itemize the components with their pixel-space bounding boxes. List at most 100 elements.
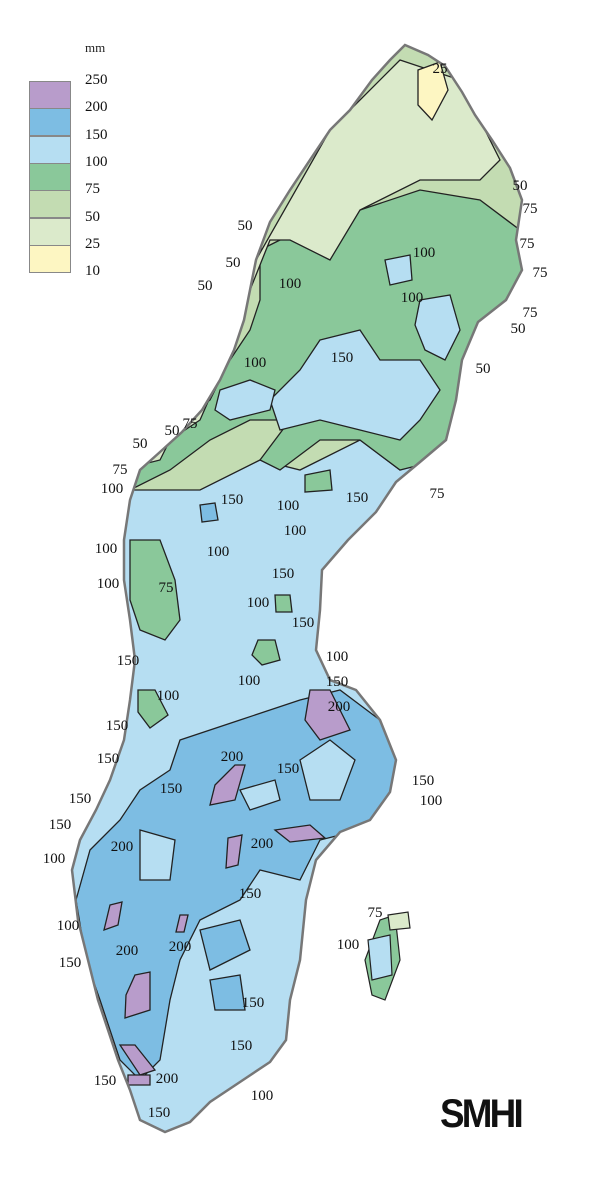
contour-label: 75 — [159, 580, 174, 596]
contour-label: 100 — [337, 937, 360, 953]
contour-label: 150 — [292, 615, 315, 631]
legend-label: 250 — [85, 72, 108, 88]
zone-green-spot-4 — [304, 469, 333, 493]
contour-label: 75 — [533, 265, 548, 281]
legend-label: 50 — [85, 208, 100, 225]
contour-label: 100 — [284, 523, 307, 539]
legend-label: 10 — [85, 263, 100, 280]
contour-label: 75 — [183, 416, 198, 432]
zone-blue-spot-1 — [199, 502, 219, 523]
zone-green-spot-2 — [251, 639, 281, 666]
contour-label: 50 — [133, 436, 148, 452]
contour-label: 100 — [238, 673, 261, 689]
smhi-logo: SMHI — [440, 1092, 524, 1136]
zone-purple-5 — [103, 901, 123, 932]
legend-swatch — [29, 162, 71, 191]
contour-label: 100 — [413, 245, 436, 261]
legend-swatch — [29, 217, 71, 246]
gotland-island — [364, 911, 411, 1001]
legend-label: 200 — [85, 99, 108, 116]
contour-label: 50 — [238, 218, 253, 234]
contour-label: 150 — [230, 1038, 253, 1054]
contour-label: 200 — [251, 836, 274, 852]
contour-label: 150 — [272, 566, 295, 582]
contour-label: 100 — [247, 595, 270, 611]
contour-label: 150 — [69, 791, 92, 807]
zone-purple-6 — [175, 914, 189, 933]
contour-label: 100 — [95, 541, 118, 557]
zone-purple-4 — [225, 834, 243, 869]
zone-lightblue-north-4 — [384, 254, 413, 286]
zone-purple-9 — [127, 1074, 151, 1086]
contour-label: 75 — [523, 201, 538, 217]
contour-label: 200 — [221, 749, 244, 765]
legend-label: 100 — [85, 153, 108, 170]
legend-swatch — [29, 135, 71, 164]
contour-label: 75 — [520, 236, 535, 252]
legend-unit: mm — [85, 40, 106, 55]
contour-label: 150 — [221, 492, 244, 508]
contour-label: 100 — [279, 276, 302, 292]
zone-green-west — [129, 539, 181, 641]
contour-label: 150 — [277, 761, 300, 777]
contour-label: 150 — [346, 490, 369, 506]
contour-label: 150 — [412, 773, 435, 789]
contour-label: 200 — [156, 1071, 179, 1087]
legend-label: 150 — [85, 126, 108, 143]
contour-label: 75 — [523, 305, 538, 321]
zone-lightblue-north-3 — [414, 294, 461, 361]
contour-label: 150 — [94, 1073, 117, 1089]
contour-label: 150 — [49, 817, 72, 833]
contour-label: 150 — [239, 886, 262, 902]
contour-label: 100 — [244, 355, 267, 371]
contour-label: 75 — [113, 462, 128, 478]
zone-lightblue-south-3 — [239, 779, 281, 811]
contour-label: 100 — [157, 688, 180, 704]
zone-purple-3 — [273, 824, 327, 843]
sweden-outline — [70, 43, 524, 1134]
contour-label: 50 — [198, 278, 213, 294]
contour-label: 50 — [226, 255, 241, 271]
contour-label: 100 — [97, 576, 120, 592]
contour-label: 150 — [117, 653, 140, 669]
legend-label: 25 — [85, 235, 100, 252]
contour-label: 200 — [328, 699, 351, 715]
zone-purple-8 — [118, 1044, 157, 1076]
contour-label: 150 — [242, 995, 265, 1011]
contour-label: 75 — [368, 905, 383, 921]
contour-label: 50 — [513, 178, 528, 194]
contour-label: 100 — [207, 544, 230, 560]
contour-label: 100 — [401, 290, 424, 306]
legend-swatch — [29, 190, 71, 219]
zone-lightblue-north-2 — [214, 379, 276, 421]
contour-label: 100 — [57, 918, 80, 934]
contour-label: 150 — [331, 350, 354, 366]
legend-label: 75 — [85, 181, 100, 198]
contour-label: 100 — [43, 851, 66, 867]
contour-label: 50 — [165, 423, 180, 439]
legend-swatch — [29, 81, 71, 109]
zone-yellow-north — [417, 61, 449, 122]
zone-purple-7 — [124, 971, 151, 1019]
zone-lightblue-south-2 — [139, 829, 176, 881]
zone-blue-spot-3 — [209, 974, 246, 1011]
contour-label: 200 — [111, 839, 134, 855]
contour-label: 150 — [160, 781, 183, 797]
zone-blue-spot-2 — [199, 919, 251, 971]
contour-label: 200 — [169, 939, 192, 955]
contour-label: 100 — [326, 649, 349, 665]
zone-purple-1 — [304, 689, 351, 741]
contour-label: 100 — [101, 481, 124, 497]
legend-swatch — [29, 244, 71, 273]
contour-label: 50 — [476, 361, 491, 377]
contour-label: 100 — [420, 793, 443, 809]
zone-green-spot-1 — [137, 689, 169, 729]
contour-label: 100 — [277, 498, 300, 514]
contour-label: 150 — [106, 718, 129, 734]
contour-label: 150 — [97, 751, 120, 767]
zone-green-spot-3 — [274, 594, 293, 613]
contour-label: 25 — [433, 61, 448, 77]
contour-label: 100 — [251, 1088, 274, 1104]
contour-label: 75 — [430, 486, 445, 502]
